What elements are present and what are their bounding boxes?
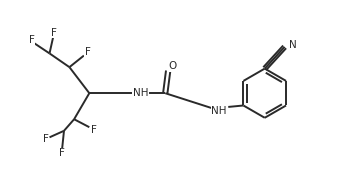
Text: F: F bbox=[29, 35, 34, 45]
Text: NH: NH bbox=[211, 106, 227, 116]
Text: O: O bbox=[168, 61, 177, 71]
Text: F: F bbox=[85, 47, 90, 57]
Text: F: F bbox=[91, 125, 97, 135]
Text: F: F bbox=[51, 28, 57, 38]
Text: NH: NH bbox=[133, 88, 148, 98]
Text: N: N bbox=[289, 40, 297, 50]
Text: F: F bbox=[43, 134, 49, 144]
Text: F: F bbox=[59, 148, 65, 158]
